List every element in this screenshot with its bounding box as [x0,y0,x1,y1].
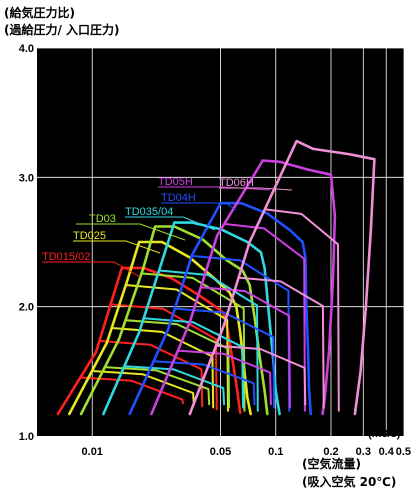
speed-line [123,365,226,406]
x-tick-label: 0.01 [82,446,103,458]
speed-line [176,349,272,406]
series-outline [128,201,312,416]
label-leader-line [161,202,237,211]
x-tick-labels: 0.01 0.05 0.1 0.2 0.3 0.4 0.5 [82,446,411,458]
speed-line [124,319,231,409]
x-tick-label: 0.2 [323,446,338,458]
x-axis-title-line-2: (吸入空気 20℃) [302,474,396,489]
series-td04h [128,201,312,416]
speed-line [263,208,340,412]
speed-line [173,307,276,409]
x-tick-label: 0.1 [268,446,283,458]
speed-line [103,366,211,406]
label-leader-line [219,187,293,191]
label-leader-line [73,240,161,254]
x-tick-label: 0.4 [379,446,395,458]
x-axis-unit: (m3/s) [368,428,401,440]
y-axis-title-line-2: (過給圧力/ 入口圧力) [4,22,120,37]
x-tick-label: 0.05 [210,446,231,458]
series-label: TD03 [89,213,116,225]
speed-line [223,222,306,412]
label-leader-line [42,261,141,278]
y-tick-label: 3.0 [19,172,34,184]
series-td06h [188,139,376,416]
series-label: TD05H [158,176,193,188]
grid [37,47,405,436]
series-label: TD04H [161,192,196,204]
x-axis-title-line-1: (空気流量) [302,456,361,471]
speed-line [110,327,215,409]
y-tick-label: 2.0 [19,302,34,314]
speed-line [142,317,244,409]
speed-line [79,376,184,404]
y-tick-label: 1.0 [19,431,34,443]
series-curves [56,139,376,416]
y-tick-labels: 1.0 2.0 3.0 4.0 [19,43,34,443]
speed-line [152,360,256,406]
label-leader-line [158,186,271,191]
x-tick-label: 0.3 [356,446,371,458]
speed-line [237,276,325,409]
x-tick-label: 0.5 [396,446,411,458]
speed-line [140,272,246,412]
label-leader-line [125,216,216,231]
speed-line [215,344,307,406]
series-labels: TD015/02 TD025 TD03 TD035/04 TD04H TD05H TD06H [42,176,293,278]
series-label: TD035/04 [125,206,173,218]
series-label: TD015/02 [42,251,90,263]
series-outline [188,139,376,416]
series-label: TD06H [219,177,254,189]
speed-line [91,370,195,406]
y-axis-title-line-1: (給気圧力比) [4,5,75,20]
label-leader-line [76,223,186,241]
series-outline [150,159,337,416]
series-label: TD025 [73,230,106,242]
y-tick-label: 4.0 [19,43,34,55]
